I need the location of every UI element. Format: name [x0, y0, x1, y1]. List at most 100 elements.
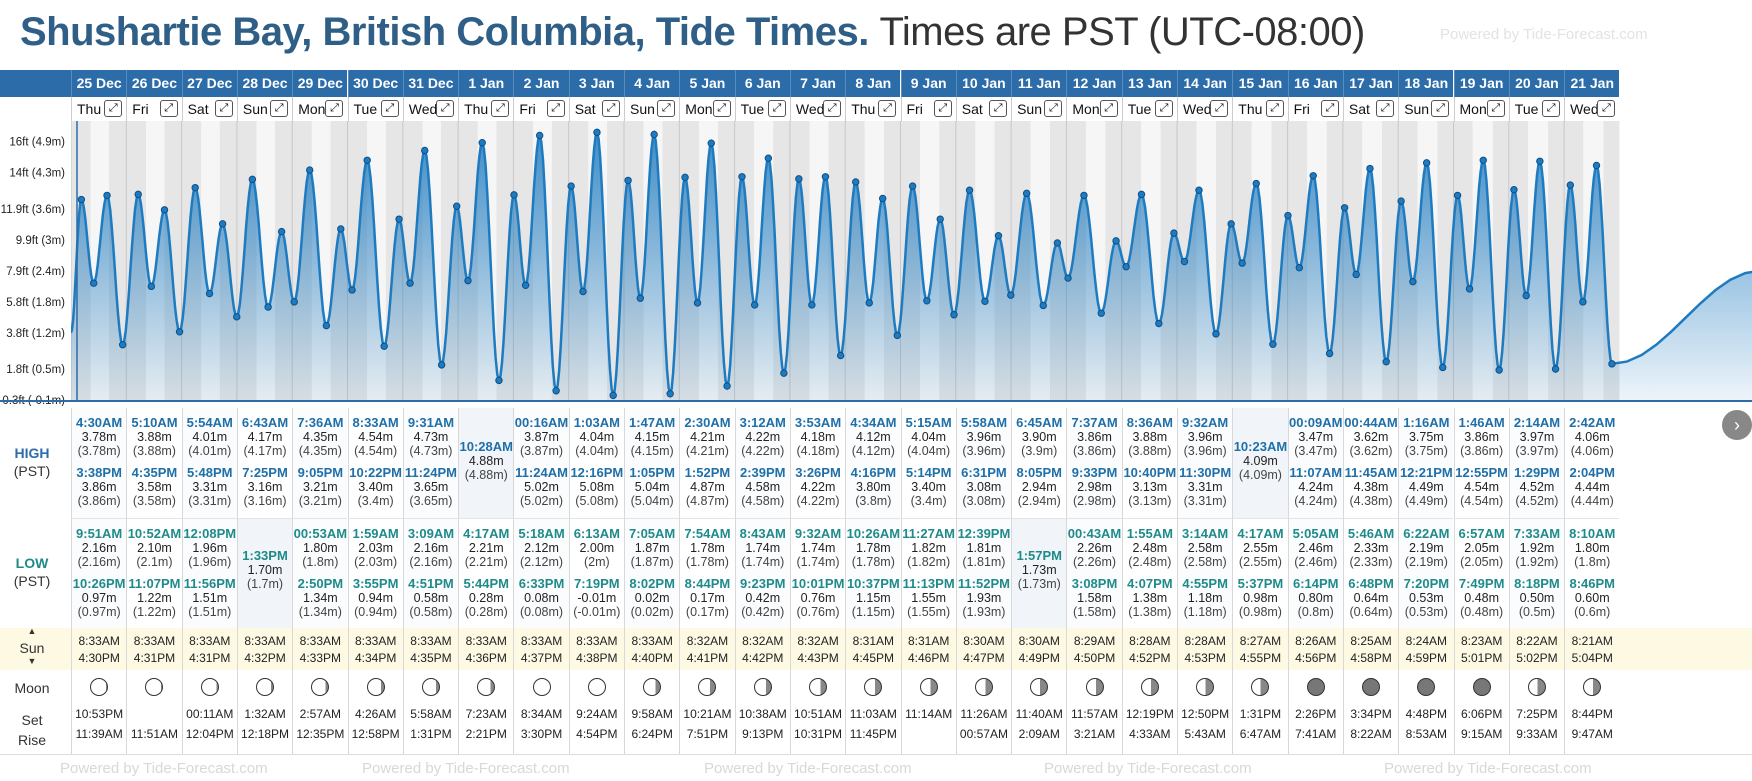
moon-set-label: Set: [21, 712, 43, 728]
low-tide-point: [175, 328, 184, 336]
expand-icon[interactable]: ⤢: [380, 100, 399, 117]
powered-by-link[interactable]: Powered by Tide-Forecast.com: [60, 760, 268, 777]
high-tide-height: 3.86m: [81, 480, 117, 494]
low-pst-label: (PST): [13, 573, 51, 589]
expand-icon[interactable]: ⤢: [767, 100, 786, 117]
moon-cell: 12:19PM 4:33AM: [1121, 670, 1177, 754]
high-tide-time: 2:42AM: [1569, 415, 1616, 430]
day-name: Fri: [132, 101, 149, 117]
low-tide-time: 8:02PM: [629, 576, 675, 591]
sun-arrows-down-icon: ▼: [27, 656, 37, 666]
high-tide-time: 2:04PM: [1569, 465, 1615, 480]
powered-by-link[interactable]: Powered by Tide-Forecast.com: [704, 760, 912, 777]
powered-by-top[interactable]: Powered by Tide-Forecast.com: [1440, 26, 1648, 43]
high-tide-entry: 12:55PM 4.54m (4.54m): [1455, 466, 1509, 509]
high-tide-height: 3.31m: [1187, 480, 1223, 494]
high-tide-point: [567, 182, 575, 190]
expand-icon[interactable]: ⤢: [1597, 100, 1616, 117]
expand-icon[interactable]: ⤢: [712, 100, 731, 117]
moonrise-time: 2:21PM: [465, 727, 507, 741]
high-tide-time: 9:31AM: [407, 415, 455, 430]
high-tide-point: [994, 232, 1003, 240]
moonset-time: 1:32AM: [244, 707, 286, 721]
powered-by-link[interactable]: Powered by Tide-Forecast.com: [1384, 760, 1592, 777]
expand-icon[interactable]: ⤢: [878, 100, 897, 117]
high-tide-height-alt: (3.65m): [409, 494, 453, 508]
expand-icon[interactable]: ⤢: [1099, 100, 1118, 117]
expand-icon[interactable]: ⤢: [436, 100, 455, 117]
expand-icon[interactable]: ⤢: [1265, 100, 1284, 117]
high-tide-entry: 3:26PM 4.22m (4.22m): [791, 466, 845, 509]
low-tides-cell: 9:32AM 1.74m (1.74m) 10:01PM 0.76m (0.76m): [789, 518, 846, 628]
low-tide-time: 4:51PM: [408, 576, 454, 591]
low-tide-height: 1.81m: [966, 541, 1002, 555]
expand-icon[interactable]: ⤢: [823, 100, 842, 117]
expand-icon[interactable]: ⤢: [104, 100, 123, 117]
low-tide-entry: 4:17AM 2.55m (2.55m): [1233, 527, 1287, 570]
high-tide-height: 2.94m: [1021, 480, 1057, 494]
moonset-time: 11:14AM: [905, 707, 953, 721]
low-tide-height-alt: (1.73m): [1017, 577, 1061, 591]
expand-icon[interactable]: ⤢: [1320, 100, 1339, 117]
sunset-time: 4:45PM: [852, 651, 895, 665]
low-tide-height-alt: (1.58m): [1073, 605, 1117, 619]
expand-icon[interactable]: ⤢: [657, 100, 676, 117]
expand-icon[interactable]: ⤢: [601, 100, 620, 117]
high-tide-height-alt: (5.08m): [575, 494, 619, 508]
low-tide-point: [1238, 259, 1246, 267]
low-tide-point: [437, 361, 446, 369]
low-tide-point: [464, 276, 472, 285]
low-tide-time: 2:50PM: [297, 576, 344, 591]
sunrise-time: 8:33AM: [631, 634, 673, 648]
moon-cell: 2:26PM 7:41AM: [1287, 670, 1343, 754]
sunrise-time: 8:21AM: [1571, 634, 1613, 648]
low-tide-height: 2.46m: [1298, 541, 1334, 555]
header-corner-day: [0, 97, 71, 121]
low-tide-entry: 8:43AM 1.74m (1.74m): [736, 527, 790, 570]
expand-icon[interactable]: ⤢: [933, 100, 952, 117]
expand-icon[interactable]: ⤢: [1210, 100, 1229, 117]
low-tide-entry: 4:51PM 0.58m (0.58m): [404, 576, 458, 620]
low-tide-entry: 6:22AM 2.19m (2.19m): [1399, 526, 1453, 570]
sunrise-time: 8:30AM: [963, 634, 1005, 648]
low-tide-point: [1608, 360, 1616, 368]
high-tide-entry: 1:29PM 4.52m (4.52m): [1510, 466, 1564, 509]
low-tide-time: 6:22AM: [1403, 526, 1450, 541]
high-tide-point: [738, 173, 746, 181]
high-tide-time: 9:32AM: [1182, 415, 1229, 430]
low-tide-height-alt: (2.48m): [1128, 555, 1172, 569]
powered-by-link[interactable]: Powered by Tide-Forecast.com: [362, 760, 570, 777]
scroll-right-button[interactable]: ›: [1722, 410, 1752, 440]
day-name: Thu: [851, 101, 876, 117]
low-tide-height: 0.94m: [358, 591, 394, 605]
low-tide-height: 2.48m: [1132, 541, 1168, 555]
expand-icon[interactable]: ⤢: [1542, 100, 1561, 117]
high-tide-point: [764, 154, 773, 162]
high-tide-height-alt: (3.62m): [1349, 444, 1393, 458]
expand-icon[interactable]: ⤢: [325, 100, 344, 117]
expand-icon[interactable]: ⤢: [1376, 100, 1395, 117]
low-tides-cell: 1:55AM 2.48m (2.48m) 4:07PM 1.38m (1.38m): [1121, 518, 1177, 628]
high-tide-time: 1:05PM: [629, 465, 675, 480]
high-tide-entry: 12:16PM 5.08m (5.08m): [570, 466, 624, 509]
high-tide-time: 7:36AM: [297, 415, 344, 430]
expand-icon[interactable]: ⤢: [1486, 100, 1505, 117]
expand-icon[interactable]: ⤢: [989, 100, 1008, 117]
expand-icon[interactable]: ⤢: [546, 100, 565, 117]
low-tide-point: [981, 297, 989, 306]
high-tide-entry: 5:48PM 3.31m (3.31m): [183, 466, 237, 509]
expand-icon[interactable]: ⤢: [214, 100, 233, 117]
date-header: 9 Jan: [900, 70, 956, 97]
low-tide-height: 2.16m: [413, 541, 449, 555]
expand-icon[interactable]: ⤢: [159, 100, 178, 117]
expand-icon[interactable]: ⤢: [270, 100, 289, 117]
expand-icon[interactable]: ⤢: [1431, 100, 1450, 117]
expand-icon[interactable]: ⤢: [1044, 100, 1063, 117]
expand-icon[interactable]: ⤢: [491, 100, 510, 117]
expand-icon[interactable]: ⤢: [1154, 100, 1173, 117]
high-tide-entry: 1:05PM 5.04m (5.04m): [625, 465, 679, 509]
moon-phase-icon: [200, 678, 219, 696]
powered-by-link[interactable]: Powered by Tide-Forecast.com: [1044, 760, 1252, 777]
low-tide-height: 0.08m: [524, 591, 559, 605]
